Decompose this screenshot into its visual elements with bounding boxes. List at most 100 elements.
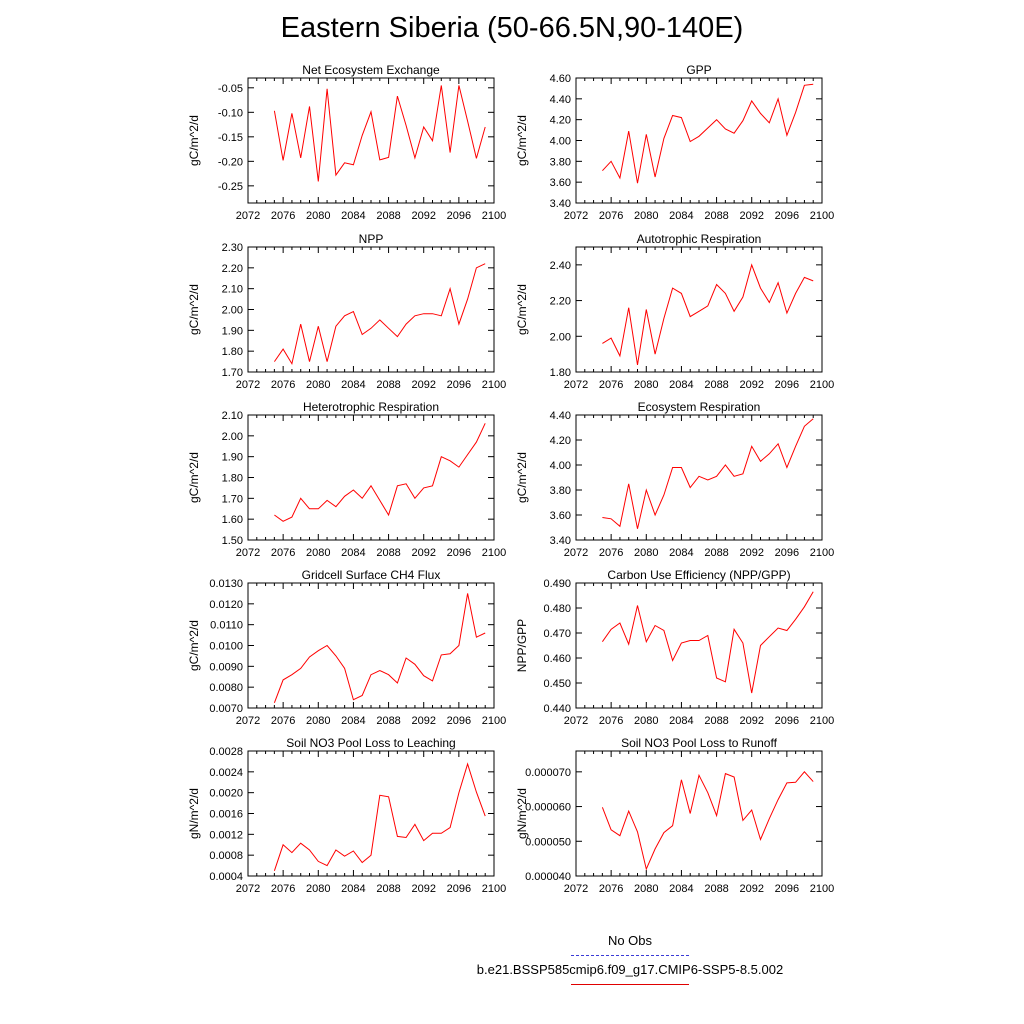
y-tick-label: 4.00 (550, 136, 571, 148)
y-axis-label: gN/m^2/d (187, 788, 201, 839)
panel-title: Gridcell Surface CH4 Flux (302, 568, 441, 582)
x-tick-label: 2088 (376, 883, 400, 895)
x-tick-label: 2092 (411, 715, 435, 727)
x-tick-label: 2072 (236, 547, 260, 559)
x-tick-label: 2100 (482, 715, 506, 727)
x-tick-label: 2080 (634, 883, 658, 895)
y-axis-label: gC/m^2/d (187, 115, 201, 166)
x-tick-label: 2100 (810, 883, 834, 895)
y-tick-label: -0.20 (218, 156, 243, 168)
x-tick-label: 2084 (669, 883, 693, 895)
y-tick-label: 2.40 (550, 260, 571, 272)
series-line (273, 263, 486, 366)
x-tick-label: 2076 (271, 379, 295, 391)
y-tick-label: 0.0070 (209, 703, 243, 715)
x-tick-label: 2088 (376, 210, 400, 222)
x-tick-label: 2100 (810, 715, 834, 727)
x-tick-label: 2084 (669, 210, 693, 222)
panel-title: Autotrophic Respiration (637, 232, 762, 246)
series-line (601, 771, 814, 871)
y-tick-label: 0.000060 (525, 802, 571, 814)
y-tick-label: 4.00 (550, 460, 571, 472)
panel-title: Heterotrophic Respiration (303, 400, 439, 414)
y-tick-label: 0.0120 (209, 599, 243, 611)
x-tick-label: 2100 (810, 379, 834, 391)
panel-title: NPP (359, 232, 384, 246)
y-tick-label: 0.0008 (209, 850, 243, 862)
x-tick-label: 2084 (341, 379, 365, 391)
y-tick-label: 4.20 (550, 115, 571, 127)
x-tick-label: 2096 (447, 883, 471, 895)
y-tick-label: 0.0100 (209, 641, 243, 653)
y-axis-label: gC/m^2/d (515, 452, 529, 503)
y-tick-label: 0.460 (543, 653, 571, 665)
x-tick-label: 2088 (704, 210, 728, 222)
y-tick-label: 1.90 (222, 452, 243, 464)
y-tick-label: 4.40 (550, 94, 571, 106)
x-tick-label: 2096 (775, 715, 799, 727)
y-tick-label: 2.20 (222, 263, 243, 275)
y-tick-label: 2.00 (222, 431, 243, 443)
x-tick-label: 2100 (482, 883, 506, 895)
y-tick-label: 0.000040 (525, 871, 571, 883)
x-tick-label: 2096 (447, 379, 471, 391)
x-tick-label: 2096 (447, 210, 471, 222)
x-tick-label: 2072 (564, 547, 588, 559)
y-tick-label: 0.450 (543, 678, 571, 690)
y-tick-label: 2.20 (550, 296, 571, 308)
x-tick-label: 2084 (341, 547, 365, 559)
legend-case-line (571, 984, 689, 985)
panel-title: Soil NO3 Pool Loss to Leaching (286, 736, 455, 750)
x-tick-label: 2084 (341, 715, 365, 727)
y-tick-label: -0.15 (218, 132, 243, 144)
y-tick-label: 0.0130 (209, 578, 243, 590)
x-tick-label: 2084 (669, 379, 693, 391)
x-tick-label: 2096 (447, 547, 471, 559)
x-tick-label: 2092 (739, 883, 763, 895)
y-tick-label: 4.60 (550, 73, 571, 85)
y-axis-label: gC/m^2/d (187, 620, 201, 671)
plot-frame (575, 414, 823, 541)
x-tick-label: 2088 (704, 883, 728, 895)
y-axis-label: gC/m^2/d (515, 284, 529, 335)
x-tick-label: 2092 (411, 547, 435, 559)
plot-frame (575, 246, 823, 373)
y-tick-label: 0.000050 (525, 836, 571, 848)
x-tick-label: 2076 (599, 883, 623, 895)
x-tick-label: 2072 (564, 210, 588, 222)
y-axis-label: gC/m^2/d (515, 115, 529, 166)
y-tick-label: 1.90 (222, 325, 243, 337)
y-tick-label: 2.00 (550, 331, 571, 343)
y-tick-label: 1.80 (222, 346, 243, 358)
panel-title: Soil NO3 Pool Loss to Runoff (621, 736, 778, 750)
plot-frame (247, 582, 495, 709)
y-tick-label: 0.0012 (209, 829, 243, 841)
panel-title: Carbon Use Efficiency (NPP/GPP) (607, 568, 790, 582)
y-tick-label: 0.0028 (209, 746, 243, 758)
x-tick-label: 2088 (376, 379, 400, 391)
panel-title: Net Ecosystem Exchange (302, 63, 440, 77)
y-tick-label: -0.25 (218, 181, 243, 193)
x-tick-label: 2096 (775, 883, 799, 895)
y-tick-label: 1.50 (222, 535, 243, 547)
legend-obs-label: No Obs (607, 933, 653, 948)
y-tick-label: 0.0020 (209, 788, 243, 800)
series-line (602, 263, 814, 365)
x-tick-label: 2076 (599, 547, 623, 559)
x-tick-label: 2084 (669, 715, 693, 727)
x-tick-label: 2088 (704, 547, 728, 559)
series-line (274, 423, 486, 522)
x-tick-label: 2080 (634, 379, 658, 391)
y-axis-label: gC/m^2/d (187, 284, 201, 335)
x-tick-label: 2096 (447, 715, 471, 727)
x-tick-label: 2084 (341, 210, 365, 222)
x-tick-label: 2088 (704, 715, 728, 727)
x-tick-label: 2096 (775, 547, 799, 559)
x-tick-label: 2080 (634, 210, 658, 222)
x-tick-label: 2080 (634, 547, 658, 559)
x-tick-label: 2092 (411, 210, 435, 222)
legend-case-label: b.e21.BSSP585cmip6.f09_g17.CMIP6-SSP5-8.… (476, 962, 784, 977)
y-tick-label: 2.10 (222, 284, 243, 296)
page-title: Eastern Siberia (50-66.5N,90-140E) (280, 12, 744, 44)
